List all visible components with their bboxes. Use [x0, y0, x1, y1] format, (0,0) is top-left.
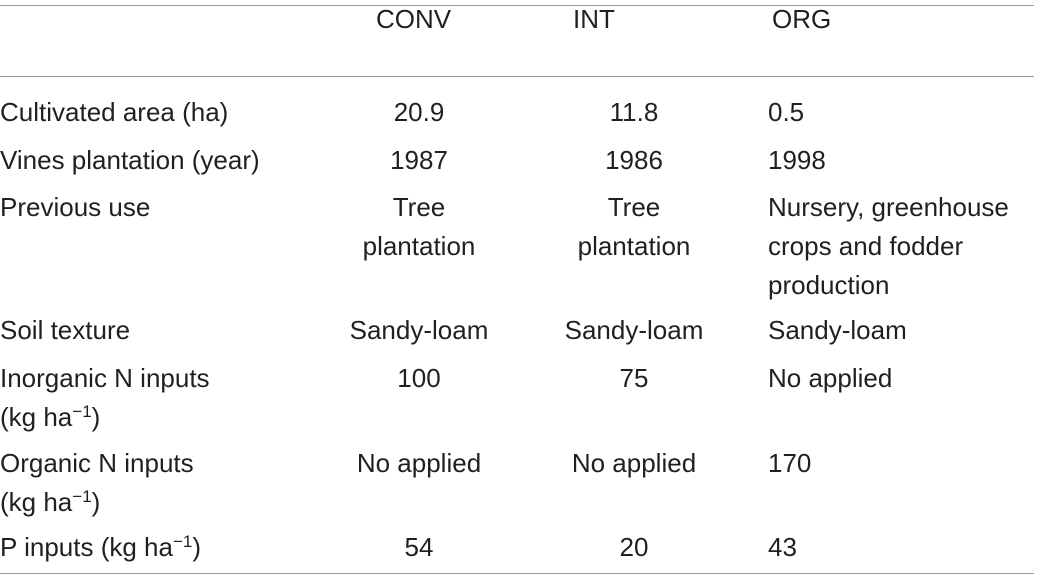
cell-int: Sandy-loam [564, 315, 704, 345]
cell-int: 20 [619, 532, 649, 562]
table-row: Soil texture Sandy-loam Sandy-loam Sandy… [0, 305, 1040, 350]
cell-org: Sandy-loam [768, 315, 907, 345]
unit-exponent: −1 [172, 532, 193, 551]
cell-line: Tree [392, 192, 446, 222]
table-row: Vines plantation (year) 1987 1986 1998 [0, 132, 1040, 180]
table-row: Cultivated area (ha) 20.9 11.8 0.5 [0, 77, 1040, 132]
top-rule [0, 5, 1034, 6]
cell-org: 170 [768, 448, 812, 478]
row-label: Cultivated area (ha) [0, 97, 229, 127]
header-rule [0, 76, 1034, 77]
label-line: (kg ha−1) [0, 398, 338, 437]
header-conv: CONV [376, 4, 452, 34]
cell-line: Tree [607, 192, 661, 222]
label-line: (kg ha−1) [0, 483, 338, 522]
unit-text: (kg ha [0, 487, 73, 517]
cell-conv: 1987 [390, 145, 448, 175]
label-line: Organic N inputs [0, 448, 194, 478]
row-label: Vines plantation (year) [0, 145, 260, 175]
cell-conv: 100 [397, 363, 441, 393]
header-row: CONV INT ORG [0, 0, 1040, 77]
cell-line: production [768, 270, 890, 300]
header-org: ORG [772, 4, 832, 34]
cell-conv: Sandy-loam [349, 315, 489, 345]
cell-org: 43 [768, 532, 797, 562]
cell-line: crops and fodder [768, 231, 964, 261]
row-label: Soil texture [0, 315, 131, 345]
cell-org: 0.5 [768, 97, 805, 127]
cell-conv: No applied [356, 448, 482, 478]
table-row: Organic N inputs (kg ha−1) No applied No… [0, 437, 1040, 522]
cell-conv: 20.9 [393, 97, 445, 127]
row-label: Previous use [0, 192, 151, 222]
cell-conv: Tree plantation [338, 180, 500, 305]
unit-exponent: −1 [72, 487, 92, 506]
unit-text: (kg ha [0, 402, 73, 432]
cell-line: plantation [362, 231, 476, 261]
table-row: Previous use Tree plantation Tree planta… [0, 180, 1040, 305]
cell-line: Nursery, greenhouse [768, 192, 1009, 222]
table-row: P inputs (kg ha−1) 54 20 43 [0, 522, 1040, 567]
label-line: Inorganic N inputs [0, 363, 210, 393]
cell-int: 75 [619, 363, 649, 393]
cell-int: No applied [571, 448, 697, 478]
unit-exponent: −1 [72, 402, 92, 421]
header-empty [0, 0, 338, 77]
row-label: Organic N inputs (kg ha−1) [0, 437, 338, 522]
row-label: P inputs (kg ha−1) [0, 522, 338, 567]
table-row: Inorganic N inputs (kg ha−1) 100 75 No a… [0, 350, 1040, 437]
cell-int: Tree plantation [500, 180, 768, 305]
unit-close: ) [91, 402, 101, 432]
cell-conv: 54 [404, 532, 434, 562]
bottom-rule [0, 573, 1034, 574]
cell-line: plantation [577, 231, 691, 261]
cell-int: 1986 [605, 145, 663, 175]
cell-org: Nursery, greenhouse crops and fodder pro… [768, 180, 1040, 305]
unit-close: ) [91, 487, 101, 517]
cell-int: 11.8 [609, 97, 659, 127]
cell-org: No applied [768, 363, 893, 393]
unit-close: ) [192, 532, 202, 562]
header-int: INT [573, 4, 615, 34]
cell-org: 1998 [768, 145, 826, 175]
row-label: Inorganic N inputs (kg ha−1) [0, 350, 338, 437]
unit-text: P inputs (kg ha [0, 532, 173, 562]
